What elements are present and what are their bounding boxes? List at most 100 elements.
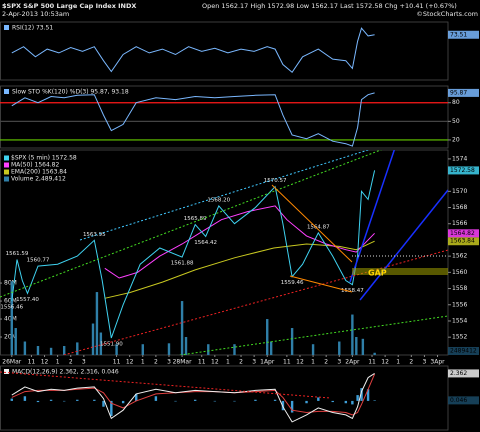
bar [254, 399, 257, 401]
bar [317, 397, 320, 401]
panel-title: MACD(12,26,9) 2.362, 2.316, 0.046 [12, 369, 119, 376]
trendline [289, 275, 353, 293]
annotation: 1568.20 [207, 197, 230, 203]
annotation: 1551.90 [100, 341, 123, 347]
y-tick-label: 1554 [452, 317, 467, 324]
bar [311, 344, 315, 355]
bar [49, 347, 53, 355]
y2-tick-label: 80M [4, 280, 17, 287]
gap-band [352, 268, 448, 275]
x-tick-label: 1 [226, 359, 230, 366]
annotation: 1570.57 [264, 178, 287, 184]
bar [62, 400, 66, 402]
x-tick-label: 2 [154, 359, 158, 366]
x-tick-label: 2 [69, 359, 73, 366]
y2-tick-label: 60M [4, 298, 17, 305]
x-tick-label: 3 [337, 359, 341, 366]
x-tick-label: 3Apr [430, 359, 445, 366]
bar [290, 328, 294, 355]
data-layer: RSI(12) 73.51 73.51 Slow STO %K(120) %D(3)… [0, 25, 479, 423]
last-value-label: 1572.58 [450, 167, 475, 174]
trendline [0, 150, 383, 298]
legend-swatch [4, 176, 9, 182]
x-tick-label: 12 [126, 359, 134, 366]
bar [338, 341, 341, 355]
bar [115, 344, 118, 355]
annotation: 1556.46 [0, 305, 23, 311]
bar [273, 399, 277, 401]
last-value-label: 95.87 [450, 89, 467, 96]
bar [99, 332, 103, 355]
annotation: 1557.40 [16, 297, 39, 303]
bar [141, 344, 144, 355]
bar [213, 400, 217, 402]
bar [184, 337, 188, 355]
last-value-box [448, 237, 479, 246]
last-value-label: 1563.84 [450, 238, 475, 245]
trendline [177, 315, 448, 355]
x-tick-label: 1 [141, 359, 145, 366]
bar [76, 399, 79, 401]
bar [36, 346, 40, 355]
title-swatch [4, 89, 9, 94]
annotation: 1559.46 [281, 280, 304, 286]
bar [93, 399, 96, 401]
x-tick-label: 26Mar [2, 359, 21, 366]
bar [174, 400, 177, 402]
last-value-box [448, 347, 479, 355]
x-tick-label: 1Apr [260, 359, 275, 366]
annotation: 1561.59 [6, 251, 29, 257]
y-tick-label: 80 [452, 99, 460, 106]
bar [266, 319, 269, 355]
bar [351, 400, 354, 405]
x-tick-label: 12 [381, 359, 389, 366]
bar [366, 389, 370, 401]
y-tick-label: 1558 [452, 285, 467, 292]
header-title: $SPX S&P 500 Large Cap Index INDX [2, 2, 136, 10]
annotation: 1564.87 [307, 224, 330, 230]
x-tick-label: 3 [82, 359, 86, 366]
bar [193, 399, 197, 401]
line [104, 205, 375, 279]
trendline [61, 249, 448, 355]
bar [62, 346, 66, 355]
bar [344, 400, 348, 404]
y-tick-label: 1566 [452, 220, 467, 227]
bar [76, 342, 79, 355]
x-tick-label: 11 [283, 359, 291, 366]
bar [154, 396, 158, 401]
price-panel [0, 149, 449, 356]
x-tick-label: 12 [296, 359, 304, 366]
bar [91, 323, 95, 355]
bar [355, 337, 358, 355]
bar [356, 395, 359, 401]
bar [373, 400, 376, 401]
panel-title: RSI(12) 73.51 [12, 25, 53, 32]
x-tick-label: 1 [56, 359, 60, 366]
last-value-label: 0.046 [450, 397, 467, 404]
bar [95, 292, 99, 355]
annotation: 1558.47 [341, 288, 364, 294]
bar [361, 338, 365, 355]
y-tick-label: 1562 [452, 253, 467, 260]
trendline [0, 371, 331, 399]
bar [233, 344, 236, 355]
title-swatch [4, 25, 9, 30]
bar [14, 328, 17, 355]
bar [135, 393, 138, 401]
legend-swatch [4, 155, 9, 161]
bar [373, 352, 376, 355]
bar [290, 400, 294, 413]
last-value-label: 2.362 [450, 370, 467, 377]
legend-label: $SPX (5 min) 1572.58 [11, 155, 77, 162]
last-value-box [448, 30, 479, 39]
x-tick-label: 11 [113, 359, 121, 366]
x-tick-label: 2Apr [345, 359, 360, 366]
y-tick-label: 1570 [452, 188, 467, 195]
bar [331, 400, 334, 403]
trendlines [0, 150, 448, 355]
line [11, 92, 375, 147]
y-tick-label: 20 [452, 136, 460, 143]
